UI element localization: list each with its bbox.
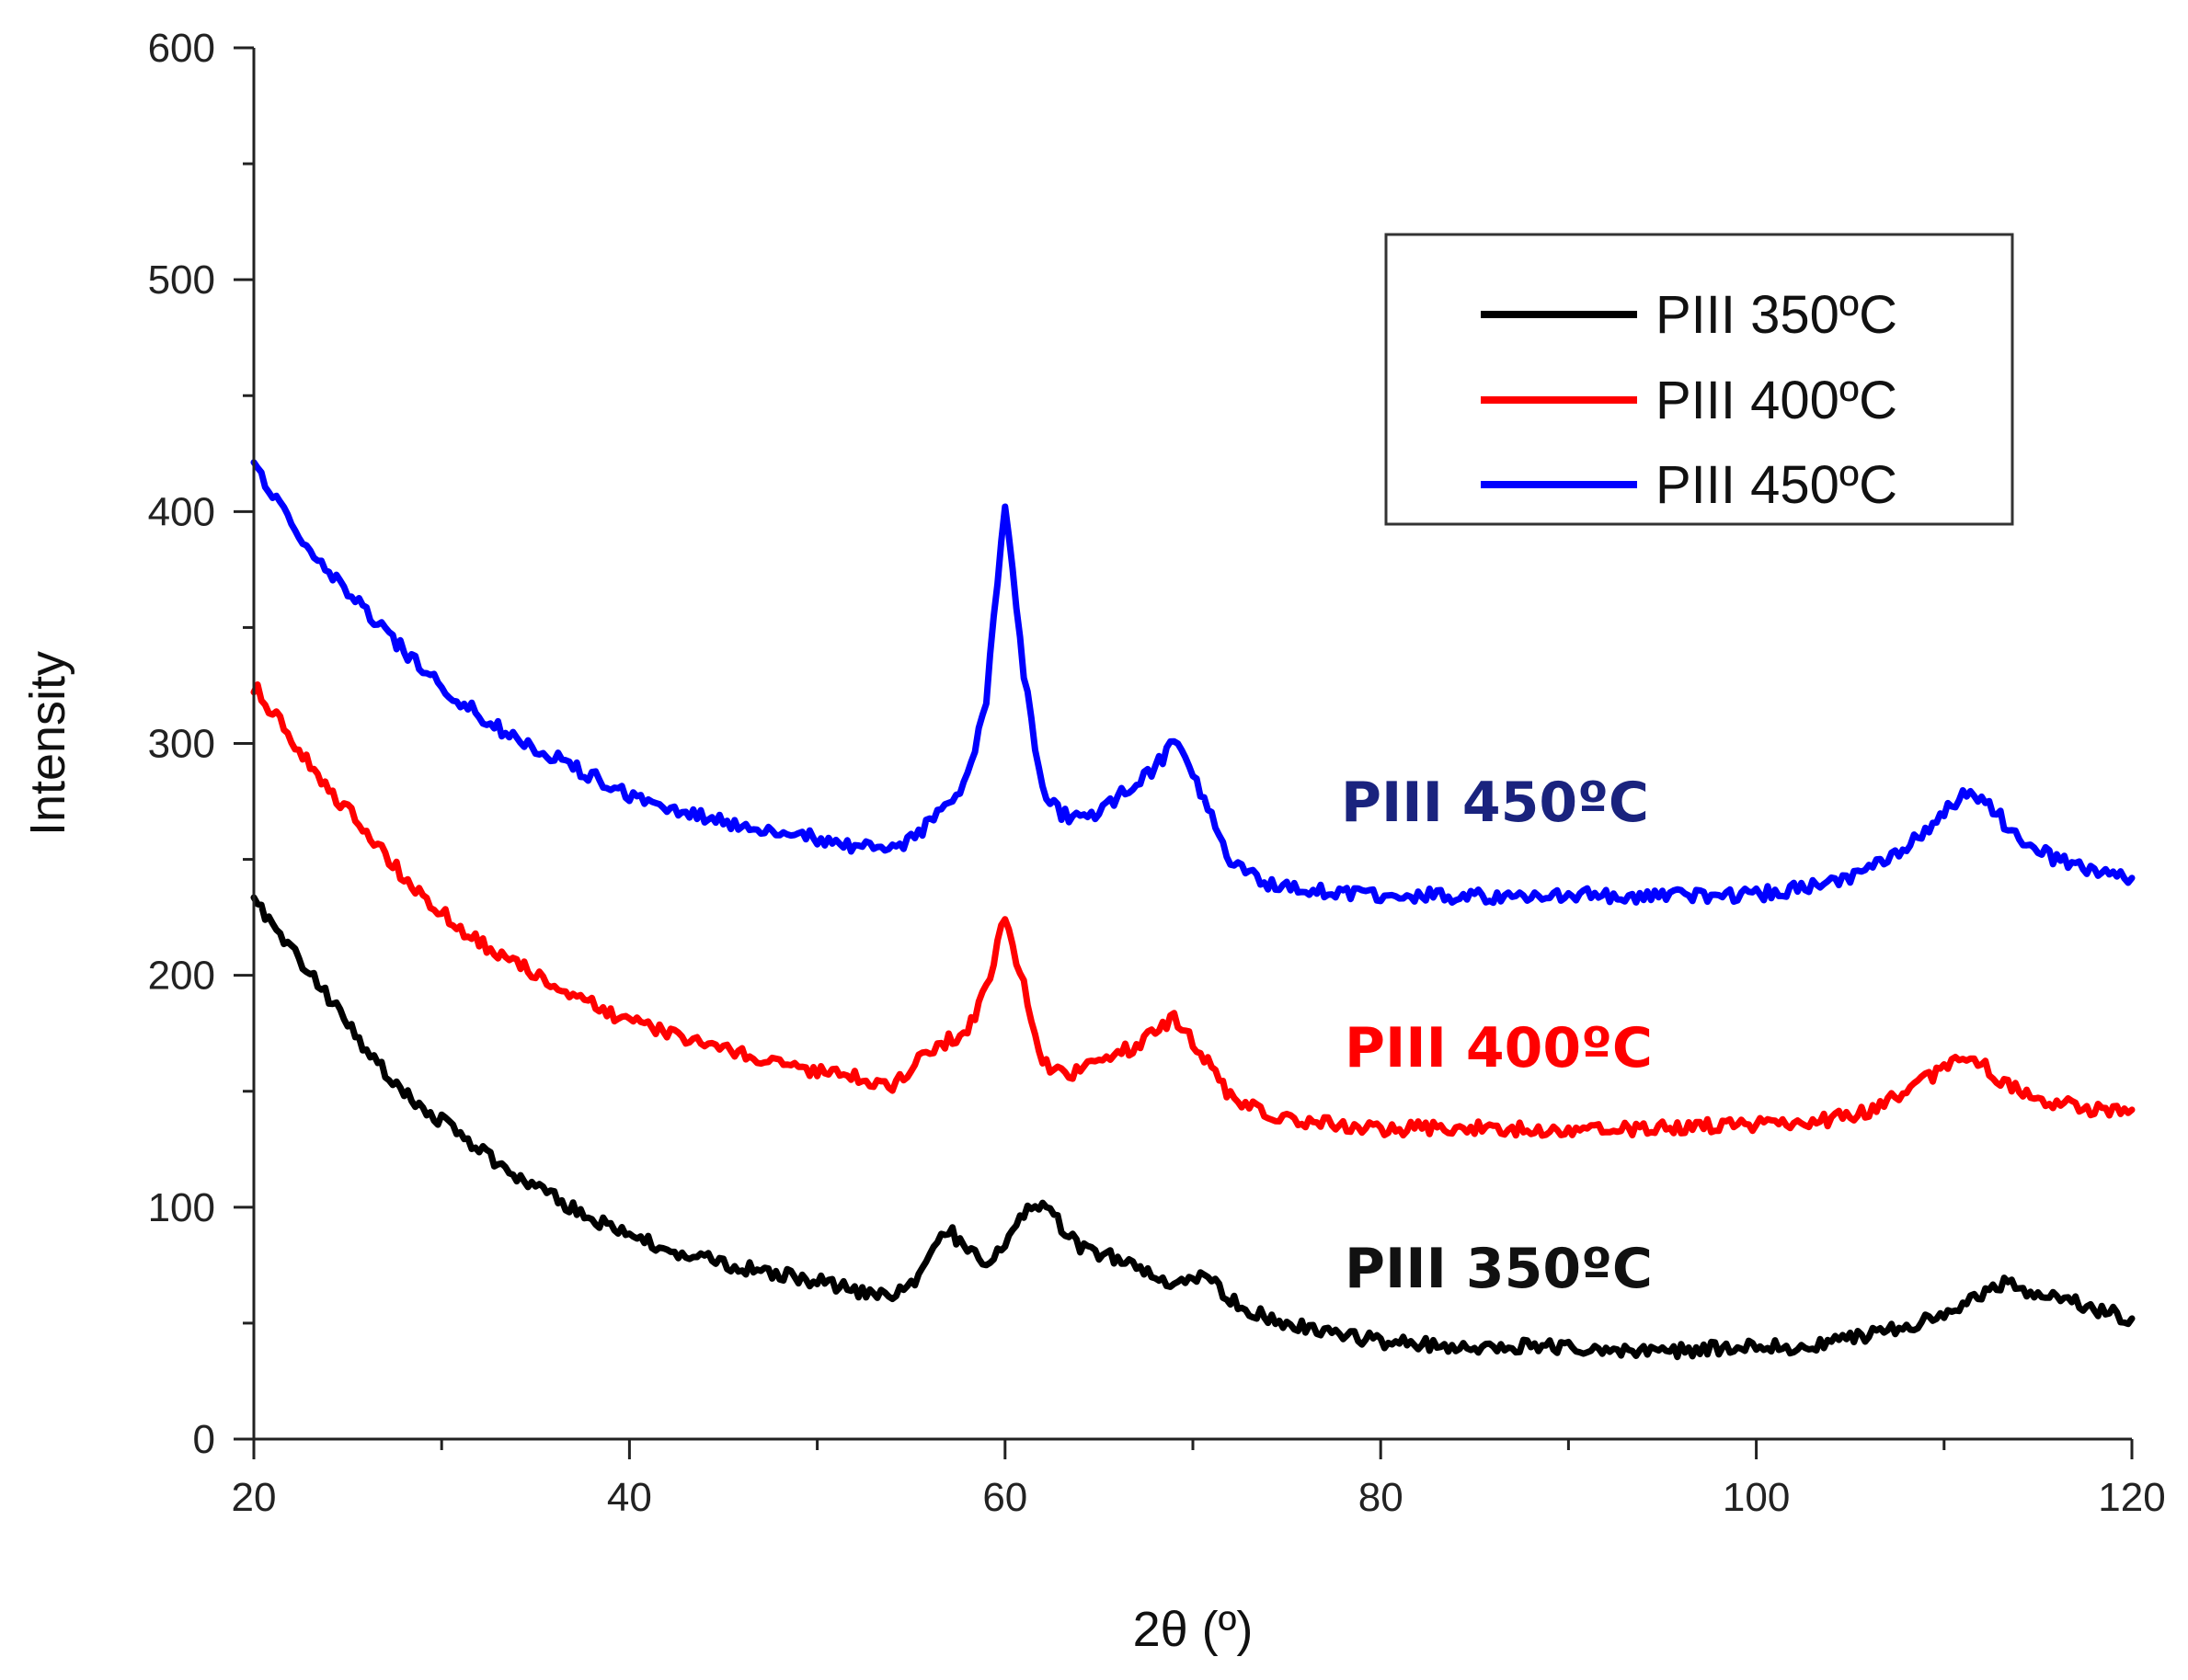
x-axis-title: 2θ (º) xyxy=(1133,1602,1254,1657)
legend: PIII 350ºC PIII 400ºC PIII 450ºC xyxy=(1384,233,2014,526)
series-line-3 xyxy=(250,459,2136,907)
y-tick-label: 600 xyxy=(148,26,215,71)
series-annotation-3: PIII 450ºC xyxy=(1341,771,1649,835)
series-annotation-2: PIII 400ºC xyxy=(1345,1016,1653,1080)
series-line-2 xyxy=(250,681,2136,1139)
ticks-layer: 0 100 200 300 400 500 600 20 40 60 80 100 120 xyxy=(148,26,2166,1520)
x-tick-label: 80 xyxy=(1358,1475,1403,1520)
series-line-1 xyxy=(250,894,2136,1361)
legend-box xyxy=(1384,233,2014,526)
legend-label-2: PIII 400ºC xyxy=(1655,371,1897,430)
legend-label-1: PIII 350ºC xyxy=(1655,285,1897,345)
x-tick-label: 60 xyxy=(982,1475,1027,1520)
x-tick-label: 100 xyxy=(1723,1475,1790,1520)
legend-label-3: PIII 450ºC xyxy=(1655,455,1897,515)
series-annotation-1: PIII 350ºC xyxy=(1345,1237,1653,1301)
legend-entries: PIII 350ºC PIII 400ºC PIII 450ºC xyxy=(1481,285,1897,515)
x-tick-label: 20 xyxy=(232,1475,277,1520)
y-tick-label: 200 xyxy=(148,954,215,999)
y-tick-label: 0 xyxy=(193,1417,215,1462)
y-tick-label: 500 xyxy=(148,257,215,303)
x-tick-label: 120 xyxy=(2098,1475,2165,1520)
x-tick-label: 40 xyxy=(607,1475,652,1520)
series-annotations: PIII 350ºC PIII 400ºC PIII 450ºC xyxy=(1341,771,1653,1301)
y-tick-label: 300 xyxy=(148,722,215,767)
y-axis-title: Intensity xyxy=(20,651,75,836)
series-layer xyxy=(250,459,2136,1361)
y-tick-label: 100 xyxy=(148,1185,215,1230)
y-tick-label: 400 xyxy=(148,489,215,534)
